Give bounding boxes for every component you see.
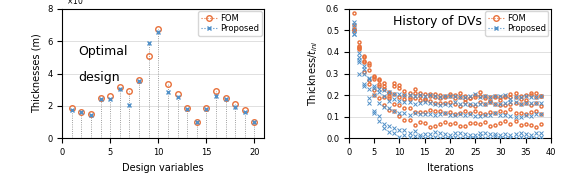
FOM: [193, 121, 200, 123]
FOM: [145, 56, 152, 58]
Proposed: [126, 104, 133, 106]
Line: Proposed: Proposed: [69, 30, 257, 125]
X-axis label: Iterations: Iterations: [427, 163, 473, 173]
Y-axis label: Thickness/$t_{ini}$: Thickness/$t_{ini}$: [307, 41, 320, 106]
FOM: [241, 109, 248, 111]
X-axis label: Design variables: Design variables: [122, 163, 204, 173]
FOM: [136, 79, 142, 81]
Text: design: design: [79, 71, 120, 84]
FOM: [68, 107, 75, 110]
Proposed: [97, 98, 104, 101]
Proposed: [116, 88, 123, 90]
FOM: [155, 28, 162, 30]
FOM: [203, 107, 210, 110]
Proposed: [88, 114, 94, 116]
Proposed: [78, 111, 85, 113]
Proposed: [184, 108, 190, 110]
Proposed: [155, 31, 162, 33]
Proposed: [212, 95, 219, 97]
Proposed: [136, 80, 142, 82]
FOM: [164, 83, 171, 85]
Proposed: [251, 121, 258, 123]
Proposed: [193, 121, 200, 123]
FOM: [174, 93, 181, 95]
Proposed: [145, 42, 152, 44]
Proposed: [174, 96, 181, 98]
Proposed: [107, 98, 114, 100]
Line: FOM: FOM: [69, 26, 257, 125]
Y-axis label: Thicknesses (m): Thicknesses (m): [32, 34, 41, 113]
Legend: FOM, Proposed: FOM, Proposed: [485, 11, 549, 36]
FOM: [78, 111, 85, 113]
Proposed: [222, 98, 229, 100]
FOM: [232, 103, 238, 105]
FOM: [222, 97, 229, 99]
Proposed: [164, 91, 171, 93]
Text: Optimal: Optimal: [79, 45, 128, 58]
FOM: [212, 89, 219, 92]
Legend: FOM, Proposed: FOM, Proposed: [198, 11, 262, 36]
FOM: [88, 113, 94, 115]
FOM: [184, 107, 190, 110]
Text: History of DVs: History of DVs: [393, 15, 482, 28]
Proposed: [203, 108, 210, 110]
Proposed: [68, 109, 75, 111]
FOM: [116, 86, 123, 88]
FOM: [126, 90, 133, 92]
FOM: [97, 97, 104, 99]
Proposed: [232, 106, 238, 108]
Text: $\times10^{-3}$: $\times10^{-3}$: [66, 0, 92, 7]
FOM: [107, 95, 114, 97]
Proposed: [241, 111, 248, 113]
FOM: [251, 121, 258, 123]
